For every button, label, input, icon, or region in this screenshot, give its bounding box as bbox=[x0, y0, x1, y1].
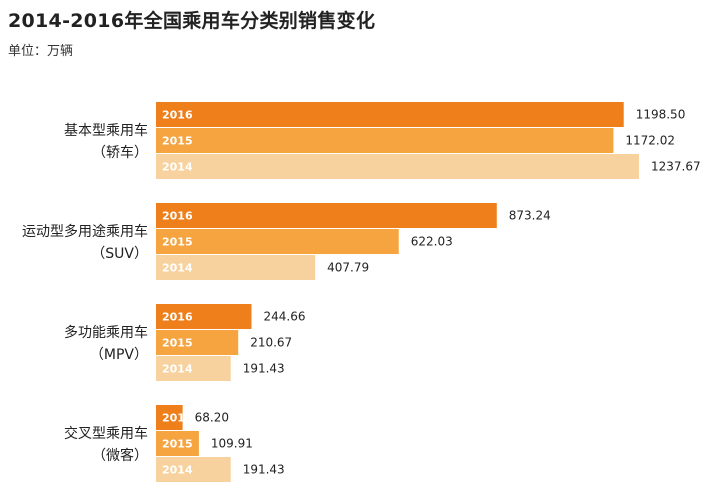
value-label: 210.67 bbox=[250, 336, 292, 350]
value-label: 1172.02 bbox=[625, 134, 675, 148]
bar-year-label: 2015 bbox=[162, 438, 193, 451]
category-sublabel: （微客） bbox=[92, 447, 148, 464]
value-label: 1198.50 bbox=[636, 108, 686, 122]
bar-2014 bbox=[156, 356, 231, 381]
bar-2016 bbox=[156, 102, 624, 127]
bar-2016 bbox=[156, 405, 183, 430]
bar-year-label: 2014 bbox=[162, 161, 193, 174]
bar-year-label: 2015 bbox=[162, 337, 193, 350]
bar-2015 bbox=[156, 128, 614, 153]
bar-2015 bbox=[156, 330, 239, 355]
bar-year-label: 2015 bbox=[162, 236, 193, 249]
category-sublabel: （轿车） bbox=[92, 144, 148, 161]
category-sublabel: （MPV） bbox=[90, 347, 148, 363]
chart-title: 2014-2016年全国乘用车分类别销售变化 bbox=[8, 10, 376, 32]
bar-2014 bbox=[156, 154, 639, 179]
bar-year-label: 2016 bbox=[162, 412, 193, 425]
value-label: 191.43 bbox=[243, 362, 285, 376]
value-label: 407.79 bbox=[327, 261, 369, 275]
bar-year-label: 2016 bbox=[162, 311, 193, 324]
bar-year-label: 2014 bbox=[162, 363, 193, 376]
category-label: 多功能乘用车 bbox=[64, 324, 148, 341]
value-label: 873.24 bbox=[509, 209, 551, 223]
bar-year-label: 2014 bbox=[162, 262, 193, 275]
value-label: 1237.67 bbox=[651, 160, 701, 174]
unit-label: 单位：万辆 bbox=[8, 44, 74, 59]
value-label: 191.43 bbox=[243, 463, 285, 477]
bar-year-label: 2014 bbox=[162, 464, 193, 477]
category-sublabel: （SUV） bbox=[91, 246, 148, 262]
bar-2015 bbox=[156, 229, 399, 254]
bar-2016 bbox=[156, 203, 497, 228]
value-label: 68.20 bbox=[195, 411, 229, 425]
bar-2014 bbox=[156, 457, 231, 482]
category-label: 基本型乘用车 bbox=[64, 122, 148, 139]
bar-2014 bbox=[156, 255, 316, 280]
bar-2016 bbox=[156, 304, 252, 329]
value-label: 109.91 bbox=[211, 437, 253, 451]
value-label: 622.03 bbox=[411, 235, 453, 249]
bar-year-label: 2016 bbox=[162, 210, 193, 223]
bar-2015 bbox=[156, 431, 199, 456]
category-label: 运动型多用途乘用车 bbox=[22, 223, 148, 240]
value-label: 244.66 bbox=[263, 310, 305, 324]
bar-year-label: 2015 bbox=[162, 135, 193, 148]
category-label: 交叉型乘用车 bbox=[64, 425, 148, 442]
bar-year-label: 2016 bbox=[162, 109, 193, 122]
